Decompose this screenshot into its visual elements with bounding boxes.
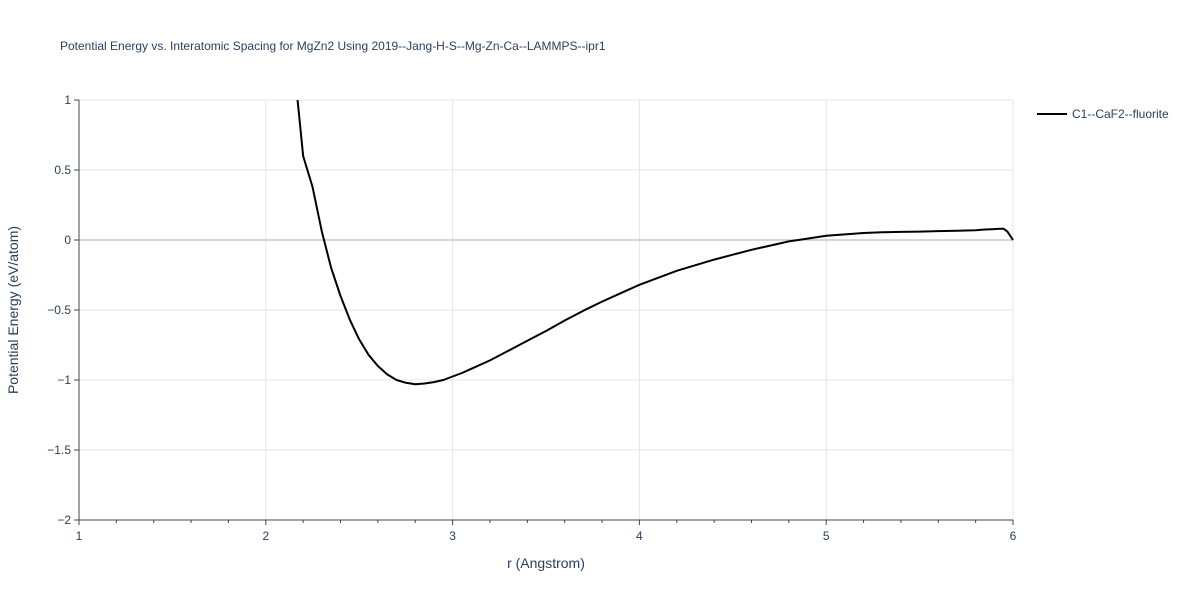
x-tick-label: 5	[823, 529, 830, 543]
x-tick-label: 6	[1010, 529, 1017, 543]
x-tick-label: 4	[636, 529, 643, 543]
y-tick-label: −1	[57, 373, 71, 387]
legend[interactable]: C1--CaF2--fluorite	[1037, 107, 1169, 121]
y-tick-label: −0.5	[47, 303, 71, 317]
x-axis-title: r (Angstrom)	[507, 555, 585, 571]
y-tick-label: 1	[64, 93, 71, 107]
y-axis-title: Potential Energy (eV/atom)	[5, 226, 21, 394]
series-layer	[296, 99, 1014, 386]
x-tick-label: 2	[262, 529, 269, 543]
y-tick-label: −2	[57, 513, 71, 527]
y-tick-label: 0	[64, 233, 71, 247]
legend-label-c1-caf2-fluorite: C1--CaF2--fluorite	[1072, 107, 1169, 121]
series-line-c1-caf2-fluorite	[296, 99, 1014, 386]
x-tick-label: 3	[449, 529, 456, 543]
axis-layer: 1 2 3 4 5 6 −2 −1.5 −1 −0.5 0 0.5 1	[47, 93, 1016, 543]
grid-layer	[79, 99, 1014, 520]
x-tick-label: 1	[76, 529, 83, 543]
y-tick-label: 0.5	[54, 163, 71, 177]
chart-title: Potential Energy vs. Interatomic Spacing…	[60, 39, 606, 53]
y-tick-label: −1.5	[47, 443, 71, 457]
